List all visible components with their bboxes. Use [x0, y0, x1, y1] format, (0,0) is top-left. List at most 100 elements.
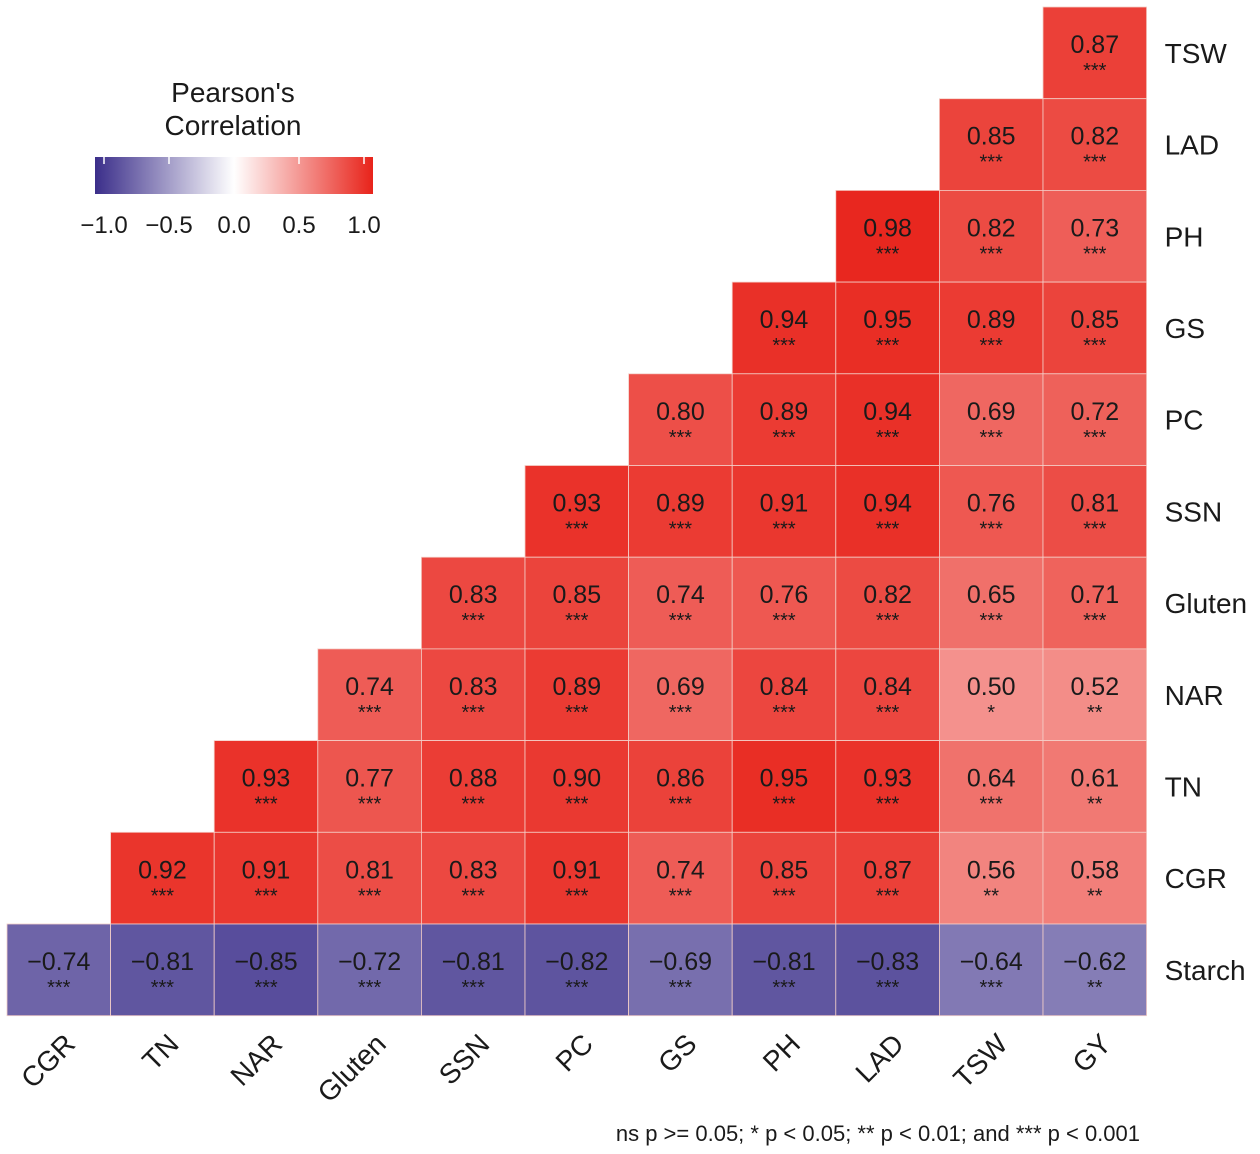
- cell-significance-label: ***: [1083, 60, 1107, 82]
- heatmap-cell-fill: [939, 740, 1044, 833]
- heatmap-cell: 0.86***: [628, 740, 733, 833]
- cell-significance-label: **: [1087, 977, 1103, 999]
- cell-value-label: 0.88: [449, 765, 498, 793]
- heatmap-cell: 0.69***: [939, 373, 1044, 466]
- heatmap-cell-fill: [628, 465, 733, 558]
- row-label: NAR: [1165, 680, 1224, 711]
- cell-value-label: 0.84: [863, 673, 912, 701]
- cell-value-label: 0.76: [967, 490, 1016, 518]
- heatmap-cell: 0.82***: [835, 556, 940, 650]
- cell-value-label: 0.85: [552, 581, 601, 609]
- cell-significance-label: ***: [876, 702, 900, 724]
- cell-significance-label: ***: [980, 977, 1004, 999]
- column-label: TSW: [948, 1028, 1014, 1094]
- heatmap-cell-fill: [1042, 98, 1147, 191]
- heatmap-cell-fill: [939, 556, 1044, 650]
- heatmap-cell: 0.94***: [835, 373, 940, 466]
- cell-value-label: 0.73: [1070, 214, 1119, 242]
- cell-significance-label: ***: [47, 977, 71, 999]
- cell-significance-label: ***: [151, 885, 175, 907]
- cell-significance-label: ***: [565, 610, 589, 632]
- heatmap-cell: −0.82***: [524, 923, 629, 1017]
- cell-value-label: 0.95: [863, 306, 912, 334]
- cell-significance-label: ***: [876, 610, 900, 632]
- cell-value-label: 0.85: [760, 856, 809, 884]
- heatmap-cell-fill: [731, 281, 837, 375]
- cell-significance-label: ***: [1083, 335, 1107, 357]
- column-label: CGR: [15, 1028, 81, 1094]
- cell-value-label: −0.62: [1063, 948, 1126, 976]
- heatmap-cell: 0.77***: [317, 740, 422, 833]
- legend-tick-label: 0.0: [217, 212, 250, 239]
- column-label: Gluten: [312, 1028, 392, 1108]
- cell-significance-label: ***: [358, 977, 382, 999]
- cell-value-label: −0.81: [752, 948, 815, 976]
- row-label: PH: [1165, 221, 1204, 252]
- cell-value-label: −0.72: [338, 948, 401, 976]
- cell-value-label: 0.93: [863, 765, 912, 793]
- heatmap-cell: −0.81***: [110, 923, 215, 1017]
- heatmap-cell-fill: [1042, 281, 1147, 375]
- heatmap-cell: 0.85***: [524, 556, 629, 650]
- heatmap-cell: 0.90***: [524, 740, 629, 833]
- cell-value-label: 0.94: [863, 398, 912, 426]
- cell-significance-label: ***: [462, 794, 486, 816]
- column-label: TN: [136, 1028, 184, 1076]
- cell-value-label: 0.77: [345, 765, 394, 793]
- cell-value-label: 0.83: [449, 856, 498, 884]
- cell-value-label: 0.89: [760, 398, 809, 426]
- heatmap-cell-fill: [628, 831, 733, 925]
- heatmap-cell-fill: [628, 648, 733, 742]
- cell-significance-label: ***: [565, 519, 589, 541]
- cell-value-label: 0.87: [863, 856, 912, 884]
- row-label: CGR: [1165, 863, 1227, 894]
- cell-significance-label: *: [987, 702, 995, 724]
- cell-significance-label: ***: [669, 519, 693, 541]
- cell-significance-label: ***: [565, 794, 589, 816]
- heatmap-cell-fill: [110, 831, 215, 925]
- cell-value-label: 0.83: [449, 581, 498, 609]
- cell-value-label: −0.85: [234, 948, 297, 976]
- heatmap-cell: 0.69***: [628, 648, 733, 742]
- heatmap-cell-fill: [731, 923, 837, 1017]
- legend-title-line-2: Correlation: [165, 110, 302, 141]
- heatmap-cell: 0.93***: [524, 465, 629, 558]
- cell-significance-label: ***: [669, 702, 693, 724]
- cell-value-label: −0.74: [27, 948, 90, 976]
- heatmap-cell: 0.73***: [1042, 189, 1147, 283]
- heatmap-cell: 0.74***: [317, 648, 422, 742]
- heatmap-cell-fill: [835, 281, 940, 375]
- cell-significance-label: ***: [565, 977, 589, 999]
- cell-value-label: 0.56: [967, 856, 1016, 884]
- heatmap-cell-fill: [1042, 189, 1147, 283]
- heatmap-cell: −0.81***: [731, 923, 837, 1017]
- cell-value-label: 0.90: [552, 765, 601, 793]
- cell-value-label: 0.69: [656, 673, 705, 701]
- heatmap-cell: 0.87***: [1042, 6, 1147, 100]
- cell-value-label: 0.92: [138, 856, 187, 884]
- heatmap-cell: −0.64***: [939, 923, 1044, 1017]
- heatmap-cell: 0.88***: [420, 740, 526, 833]
- cell-value-label: 0.69: [967, 398, 1016, 426]
- heatmap-cell-fill: [1042, 648, 1147, 742]
- heatmap-cell-fill: [524, 465, 629, 558]
- row-label: PC: [1165, 405, 1204, 436]
- legend-tick-label: 1.0: [347, 212, 380, 239]
- cell-value-label: −0.83: [856, 948, 919, 976]
- cell-value-label: 0.80: [656, 398, 705, 426]
- cell-significance-label: ***: [772, 519, 796, 541]
- cell-value-label: 0.94: [760, 306, 809, 334]
- heatmap-cell-fill: [317, 648, 422, 742]
- cell-significance-label: ***: [876, 885, 900, 907]
- column-label: PC: [550, 1028, 599, 1077]
- heatmap-cell-fill: [731, 465, 837, 558]
- heatmap-cell: −0.74***: [6, 923, 111, 1017]
- heatmap-cell: −0.69***: [628, 923, 733, 1017]
- heatmap-cell: 0.85***: [1042, 281, 1147, 375]
- cell-value-label: 0.85: [967, 123, 1016, 151]
- cell-significance-label: ***: [151, 977, 175, 999]
- cell-significance-label: ***: [669, 610, 693, 632]
- heatmap-cell-fill: [1042, 740, 1147, 833]
- column-label: NAR: [225, 1028, 289, 1092]
- cell-value-label: 0.98: [863, 214, 912, 242]
